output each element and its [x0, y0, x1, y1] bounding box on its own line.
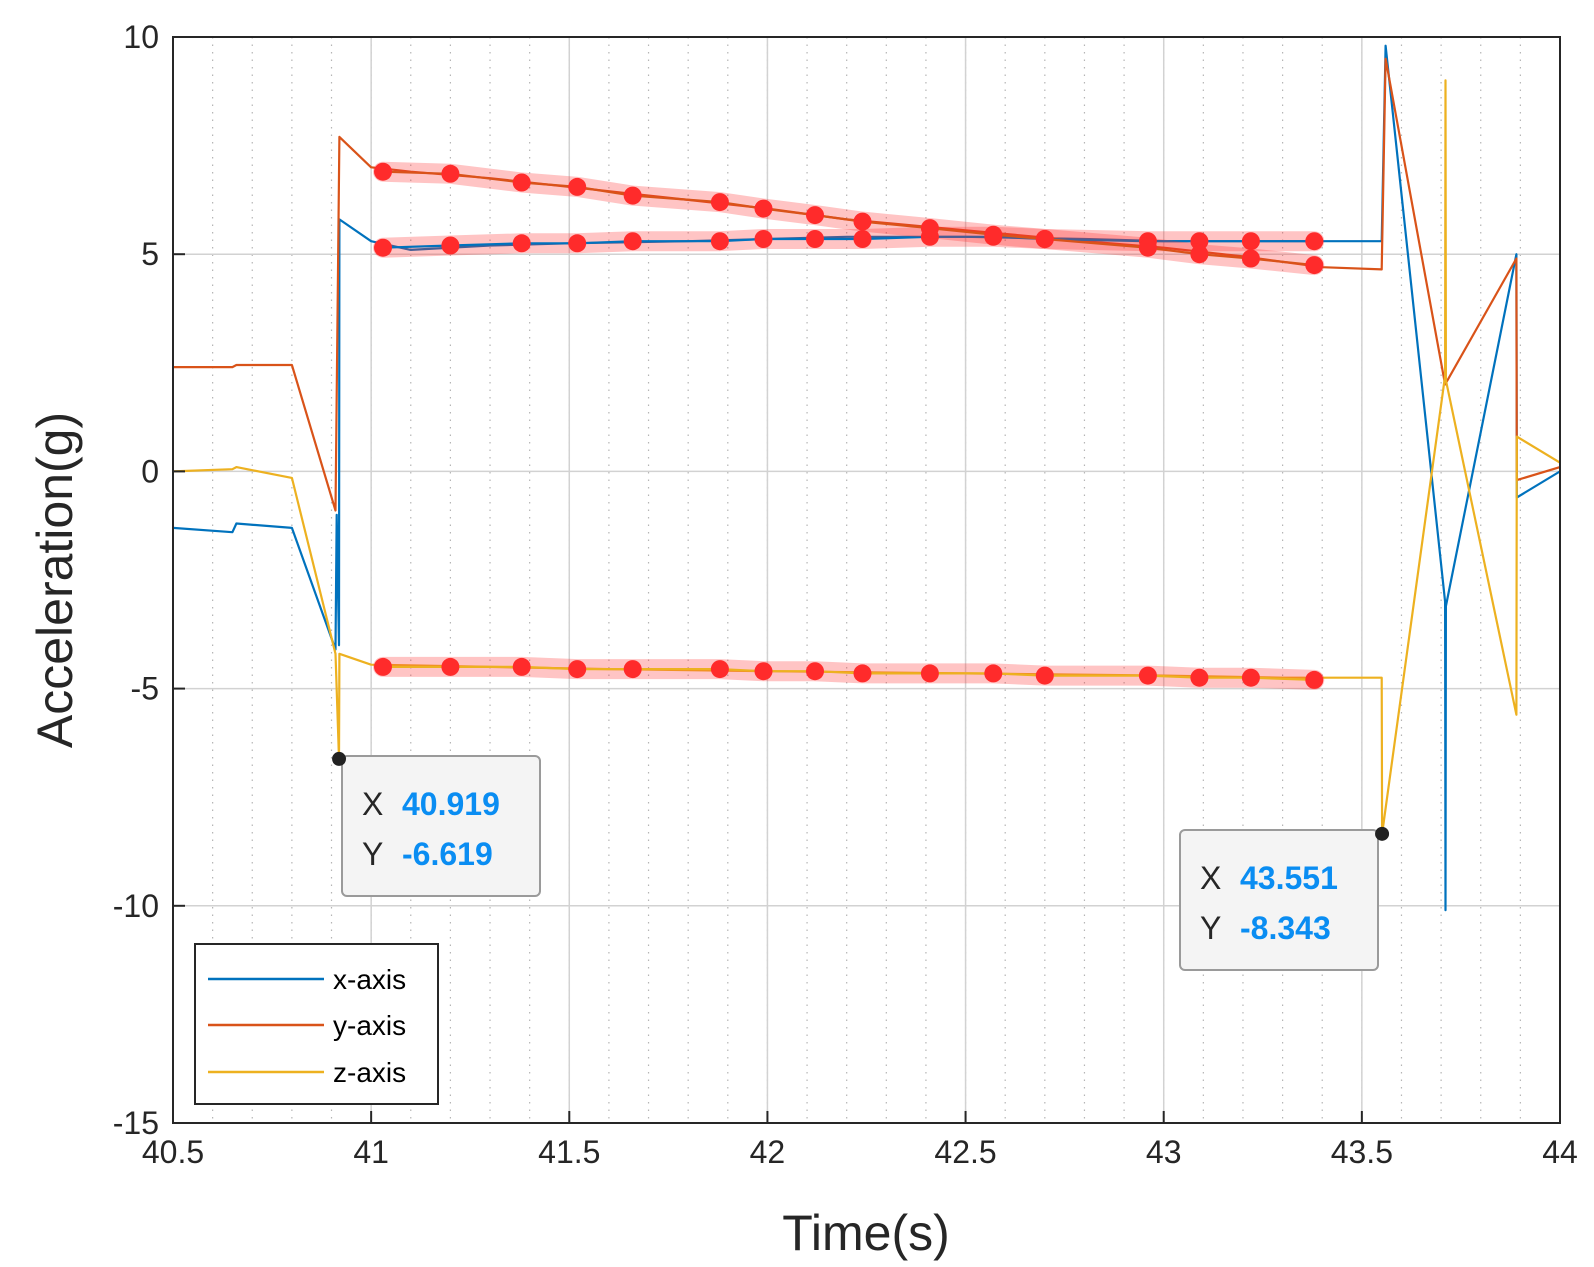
- x-tick-label: 42: [750, 1134, 786, 1170]
- x-tick-label: 40.5: [142, 1134, 204, 1170]
- highlight-marker-y-axis[interactable]: [754, 199, 773, 218]
- highlight-marker-z-axis[interactable]: [920, 664, 939, 683]
- x-tick-labels: 40.5 41 41.5 42 42.5 43 43.5 44: [142, 1134, 1578, 1170]
- datatip-2[interactable]: X 43.551 Y -8.343: [1179, 826, 1390, 971]
- datatip-box: [341, 755, 541, 897]
- highlight-marker-z-axis[interactable]: [1305, 670, 1324, 689]
- datatip-y-label: Y: [362, 836, 383, 872]
- datatip-x-value: 40.919: [402, 786, 500, 822]
- datatip-x-label: X: [1200, 860, 1221, 896]
- highlight-marker-z-axis[interactable]: [754, 662, 773, 681]
- highlight-marker-x-axis[interactable]: [806, 230, 824, 248]
- highlight-marker-y-axis[interactable]: [1241, 249, 1260, 268]
- y-tick-labels: -15 -10 -5 0 5 10: [113, 19, 159, 1141]
- x-tick-label: 43.5: [1331, 1134, 1393, 1170]
- highlight-marker-y-axis[interactable]: [1190, 245, 1209, 264]
- highlight-marker-y-axis[interactable]: [623, 186, 642, 205]
- highlight-marker-z-axis[interactable]: [568, 660, 587, 679]
- datatip-1[interactable]: X 40.919 Y -6.619: [332, 751, 541, 897]
- datatip-y-value: -8.343: [1240, 910, 1331, 946]
- highlight-marker-x-axis[interactable]: [512, 234, 531, 253]
- highlight-marker-z-axis[interactable]: [1035, 666, 1054, 685]
- y-tick-label: 10: [123, 19, 159, 55]
- highlight-marker-x-axis[interactable]: [568, 234, 587, 253]
- highlight-marker-x-axis[interactable]: [853, 230, 872, 248]
- highlight-marker-y-axis[interactable]: [806, 206, 824, 225]
- x-axis-title: Time(s): [782, 1205, 950, 1261]
- highlight-marker-z-axis[interactable]: [710, 660, 729, 679]
- highlight-line-x-axis: [382, 235, 1315, 249]
- highlight-marker-x-axis[interactable]: [1305, 232, 1324, 251]
- x-tick-label: 41.5: [538, 1134, 600, 1170]
- datatip-box: [1179, 829, 1379, 971]
- legend-label-y-axis: y-axis: [333, 1010, 406, 1041]
- highlight-marker-y-axis[interactable]: [512, 173, 531, 192]
- x-tick-label: 44: [1542, 1134, 1578, 1170]
- highlight-marker-z-axis[interactable]: [512, 657, 531, 676]
- highlight-marker-y-axis[interactable]: [374, 162, 392, 181]
- y-tick-label: -15: [113, 1105, 159, 1141]
- highlight-marker-z-axis[interactable]: [623, 660, 642, 679]
- highlight-line-z-axis: [383, 665, 1315, 681]
- datatip-y-value: -6.619: [402, 836, 493, 872]
- highlight-marker-x-axis[interactable]: [441, 236, 460, 255]
- highlight-marker-y-axis[interactable]: [1035, 230, 1054, 248]
- highlight-marker-x-axis[interactable]: [374, 238, 392, 257]
- datatip-x-label: X: [362, 786, 383, 822]
- highlight-marker-y-axis[interactable]: [568, 177, 587, 196]
- y-tick-label: 5: [141, 236, 159, 272]
- legend-label-z-axis: z-axis: [333, 1057, 406, 1088]
- datatip-marker: [332, 751, 347, 766]
- highlight-marker-z-axis[interactable]: [374, 657, 392, 676]
- highlight-marker-y-axis[interactable]: [1138, 238, 1157, 257]
- highlight-marker-z-axis[interactable]: [806, 662, 824, 681]
- highlight-marker-x-axis[interactable]: [623, 232, 642, 251]
- highlight-marker-x-axis[interactable]: [1190, 232, 1209, 251]
- highlight-marker-y-axis[interactable]: [710, 193, 729, 212]
- y-axis-title: Acceleration(g): [27, 412, 83, 748]
- highlight-marker-x-axis[interactable]: [710, 232, 729, 251]
- highlighted-segments: [373, 161, 1325, 690]
- datatip-marker: [1375, 826, 1390, 841]
- datatip-y-label: Y: [1200, 910, 1221, 946]
- y-tick-label: -10: [113, 888, 159, 924]
- highlight-marker-z-axis[interactable]: [441, 657, 460, 676]
- highlight-marker-y-axis[interactable]: [984, 225, 1003, 244]
- plot-frame: [172, 36, 1561, 1124]
- y-tick-label: 0: [141, 453, 159, 489]
- highlight-marker-z-axis[interactable]: [984, 664, 1003, 683]
- highlight-marker-z-axis[interactable]: [1241, 668, 1260, 687]
- legend[interactable]: x-axis y-axis z-axis: [194, 943, 439, 1105]
- highlight-line-y-axis: [382, 170, 1315, 267]
- x-tick-label: 42.5: [934, 1134, 996, 1170]
- highlight-marker-y-axis[interactable]: [1305, 256, 1324, 275]
- x-tick-label: 41: [353, 1134, 389, 1170]
- legend-label-x-axis: x-axis: [333, 964, 406, 995]
- highlight-marker-y-axis[interactable]: [920, 219, 939, 238]
- highlight-marker-z-axis[interactable]: [1190, 668, 1209, 687]
- y-tick-label: -5: [131, 671, 159, 707]
- highlight-marker-x-axis[interactable]: [1241, 232, 1260, 251]
- ticks: [172, 36, 1561, 1124]
- grid: [173, 37, 1560, 1123]
- highlight-marker-z-axis[interactable]: [853, 664, 872, 683]
- highlight-marker-y-axis[interactable]: [853, 212, 872, 231]
- datatip-x-value: 43.551: [1240, 860, 1338, 896]
- highlight-marker-x-axis[interactable]: [754, 230, 773, 248]
- highlight-marker-z-axis[interactable]: [1138, 666, 1157, 685]
- highlight-marker-y-axis[interactable]: [441, 164, 460, 183]
- x-tick-label: 43: [1146, 1134, 1182, 1170]
